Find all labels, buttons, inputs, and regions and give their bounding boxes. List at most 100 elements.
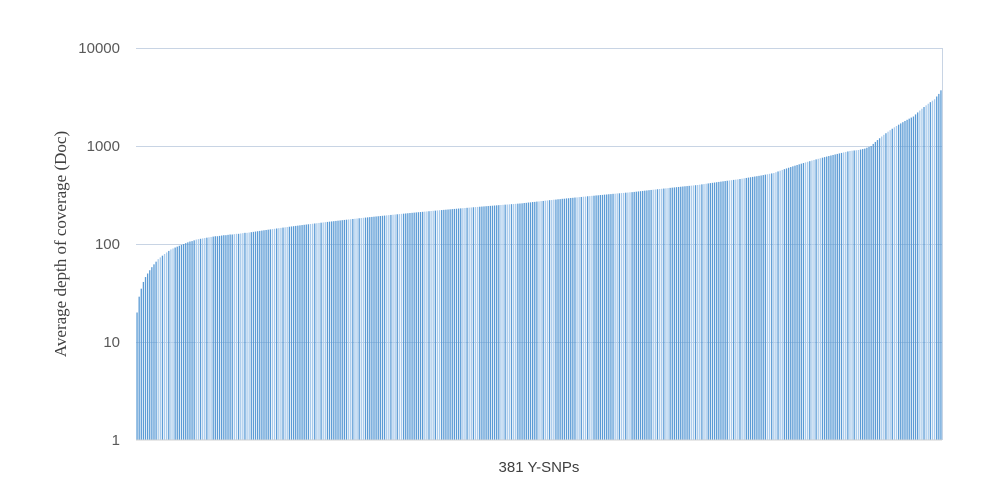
bar [836, 153, 838, 440]
bar [908, 118, 910, 441]
bar [680, 186, 682, 440]
bar [842, 152, 845, 441]
bar [168, 250, 170, 440]
bar [267, 229, 269, 440]
bar [866, 147, 868, 441]
bar [677, 186, 680, 440]
bar [821, 157, 824, 440]
bar [807, 161, 809, 441]
bar [635, 191, 637, 440]
bar [195, 239, 197, 440]
bar [233, 234, 236, 440]
bar [314, 223, 316, 440]
bar [595, 195, 597, 440]
bar [405, 213, 407, 440]
bar [369, 217, 371, 440]
bar [760, 175, 762, 440]
bar [551, 200, 553, 440]
bar [853, 150, 855, 441]
bar [443, 209, 445, 440]
bar [394, 214, 396, 440]
bar [639, 191, 642, 440]
bar [210, 236, 212, 440]
bar [428, 211, 430, 440]
bar [299, 225, 301, 440]
bar [612, 193, 614, 440]
bar [326, 221, 329, 440]
bar [614, 193, 616, 440]
bar [565, 198, 568, 440]
bar [339, 220, 341, 440]
bar [502, 204, 504, 440]
y-axis-title: Average depth of coverage (Doc) [51, 131, 70, 357]
bar [174, 247, 176, 440]
bar [297, 225, 299, 440]
bar [783, 169, 786, 440]
bar [309, 224, 312, 440]
bar [771, 173, 773, 441]
bar [144, 277, 147, 440]
bar [510, 204, 513, 440]
bar [675, 187, 678, 440]
bar [925, 105, 927, 440]
bar [587, 196, 589, 440]
bar [379, 216, 381, 440]
bar [703, 184, 705, 440]
bar [798, 164, 800, 440]
bar [809, 161, 811, 440]
bar [724, 181, 726, 441]
bar [250, 232, 252, 440]
bar [893, 127, 896, 440]
bar [711, 182, 714, 440]
bar [692, 185, 695, 440]
bar [542, 200, 544, 440]
bar [912, 116, 915, 440]
bar [261, 230, 263, 440]
bar [345, 219, 348, 440]
bar [642, 190, 644, 440]
bar [295, 225, 297, 440]
bar [538, 201, 540, 440]
bar [644, 190, 646, 440]
bar [316, 223, 318, 440]
bar [149, 270, 151, 440]
bar [940, 90, 942, 440]
bar [881, 136, 883, 440]
bar [817, 158, 819, 440]
bar [468, 207, 470, 440]
bar [371, 216, 373, 440]
bar [487, 206, 489, 440]
bar [466, 207, 468, 440]
bar [897, 124, 900, 440]
bar [891, 128, 893, 441]
bar [178, 245, 181, 440]
bar [333, 221, 335, 440]
y-tick-label: 10000 [78, 40, 120, 57]
bar [766, 174, 769, 441]
bar [170, 249, 172, 440]
bar [176, 246, 178, 440]
bar [182, 244, 185, 440]
bar [910, 117, 912, 440]
bar [758, 175, 760, 440]
bar [730, 180, 733, 441]
bar [201, 238, 204, 440]
bar [142, 281, 145, 440]
bar [849, 150, 851, 440]
bar [407, 213, 409, 440]
bar [532, 202, 534, 440]
bar [445, 209, 447, 440]
bar [529, 202, 532, 440]
bar [813, 159, 815, 441]
bar [136, 312, 138, 440]
bar [197, 239, 200, 440]
bar [876, 140, 879, 441]
bar [388, 215, 390, 440]
bar [409, 213, 411, 440]
bar [447, 209, 449, 440]
bar [823, 157, 826, 440]
bar [737, 179, 739, 440]
bar [485, 206, 487, 440]
bar [777, 171, 779, 440]
bar [523, 203, 525, 440]
